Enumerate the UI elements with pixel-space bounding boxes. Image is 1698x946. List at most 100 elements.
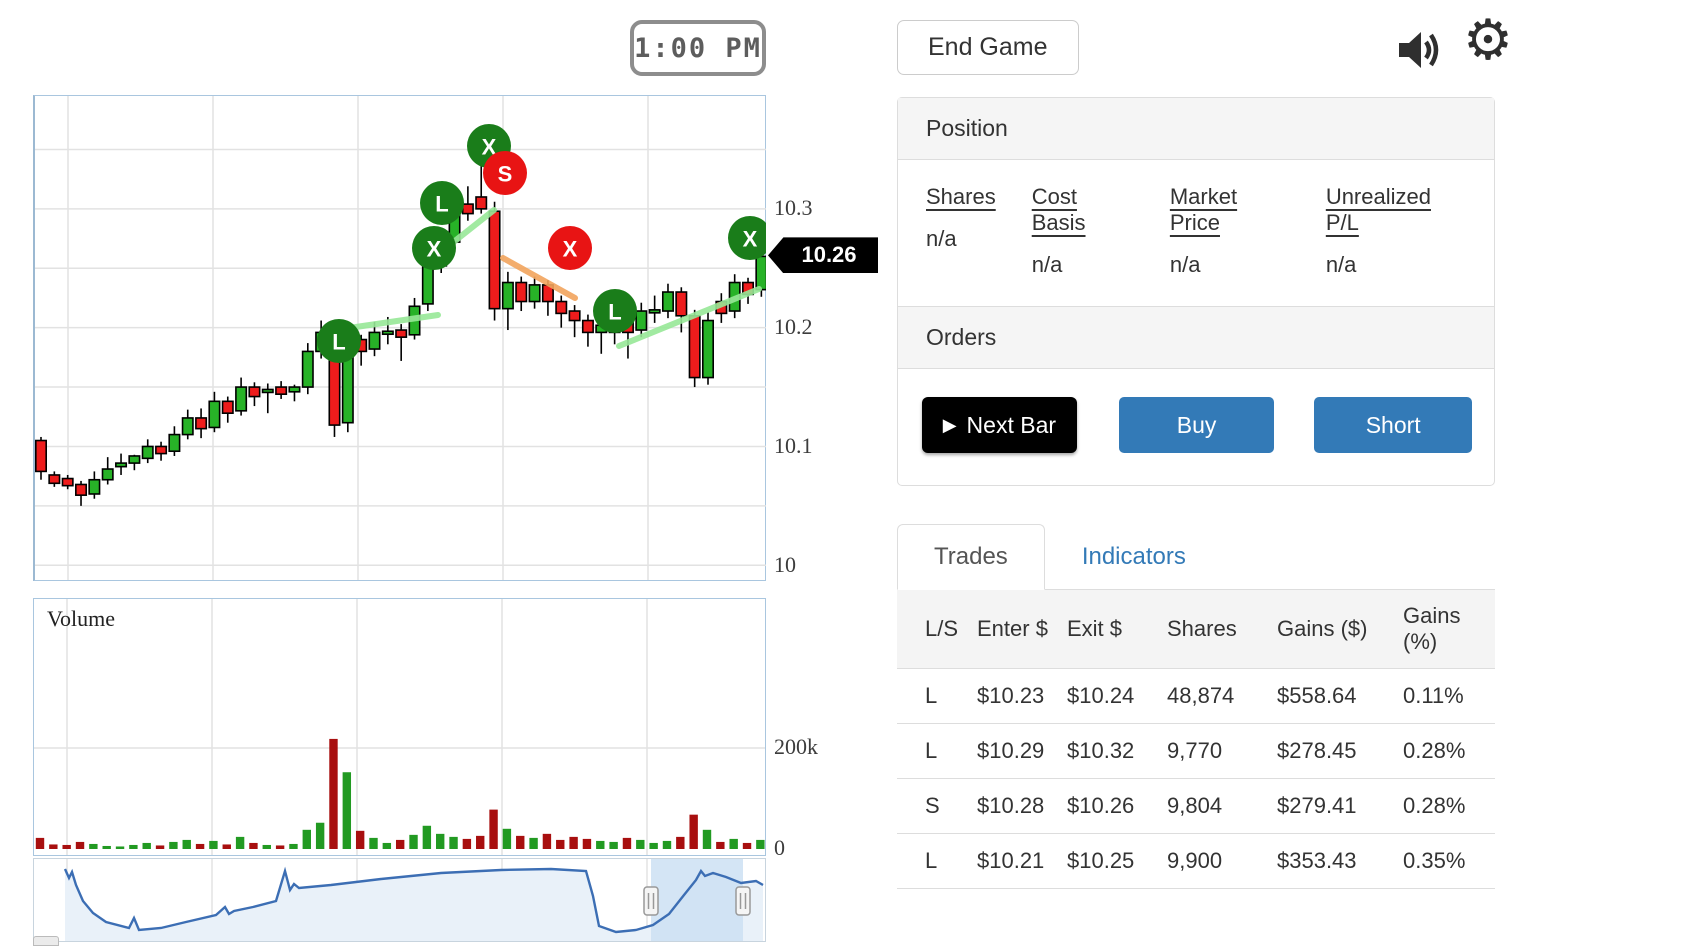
volume-bar [409,834,418,849]
col-header: Enter $ [977,590,1067,669]
trade-marker-X: X [412,226,456,270]
volume-bar [395,839,405,849]
volume-bar [476,835,485,849]
volume-bar [502,828,512,849]
candle-down [395,329,408,338]
candle-up [181,417,194,436]
tab-trades[interactable]: Trades [897,524,1045,590]
position-field-cost-basis: Cost Basis n/a [1031,184,1086,277]
volume-bar [62,844,71,849]
end-game-button[interactable]: End Game [897,20,1079,75]
tab-indicators[interactable]: Indicators [1081,543,1186,570]
volume-bar [302,829,311,849]
volume-bar [596,840,605,849]
position-field-shares: Shares n/a [926,184,996,251]
trade-marker-X: X [548,226,592,270]
volume-bar [129,844,138,849]
candle-down [61,477,74,487]
position-heading: Position [898,98,1494,160]
navigator-selection[interactable] [651,859,743,941]
volume-bar [115,846,125,849]
trade-cell: 48,874 [1167,668,1277,724]
trades-table: L/S Enter $ Exit $ Shares Gains ($) Gains (%)… [897,590,1495,889]
volume-bar [329,738,338,849]
candle-down [195,417,208,430]
volume-bar [569,836,578,849]
position-orders-panel: Position Shares n/a Cost Basis n/a Marke… [897,97,1495,486]
volume-bar [262,844,271,849]
volume-bar [195,843,205,849]
trades-table-container: L/S Enter $ Exit $ Shares Gains ($) Gains (%)… [897,590,1495,946]
volume-bar [702,829,712,849]
settings-button[interactable]: ⚙ [1462,12,1514,68]
candle-down [275,386,288,395]
volume-bar [516,835,525,849]
volume-bar [222,844,231,849]
volume-bar [609,841,618,849]
volume-bar [529,837,538,849]
trade-cell: $10.29 [977,723,1067,779]
trade-cell: $558.64 [1277,668,1403,724]
navigator-handle[interactable] [643,886,659,916]
col-header: Gains ($) [1277,590,1403,669]
trade-marker-S: S [483,151,527,195]
candle-down [221,400,234,414]
volume-axis-label: 0 [774,835,785,860]
col-header: Gains (%) [1403,590,1495,669]
position-field-market-price: Market Price n/a [1169,184,1238,277]
position-body: Shares n/a Cost Basis n/a Market Price n… [898,160,1494,306]
candle-up [235,386,248,412]
short-button[interactable]: Short [1314,397,1472,453]
play-icon: ▶ [942,414,957,435]
trade-cell: $279.41 [1277,778,1403,834]
candle-up [381,330,394,336]
volume-bar [542,833,552,849]
buy-button[interactable]: Buy [1118,397,1275,453]
candle-down [555,300,568,315]
clock-time: 1:00 PM [634,32,762,64]
volume-bar [489,809,498,849]
volume-bar [209,840,218,849]
volume-bar [742,842,752,849]
trade-row: S $10.28 $10.26 9,804 $279.41 0.28% [897,778,1495,834]
candle-up [101,468,114,481]
volume-bar [49,844,58,849]
volume-bar [649,842,658,849]
candle-up [288,386,301,393]
candle-up [128,455,141,464]
volume-bar [716,841,725,849]
navigator-handle[interactable] [735,886,751,916]
candle-down [461,203,474,215]
candle-up [261,388,274,394]
volume-bar [622,837,632,849]
candle-down [515,281,528,303]
volume-bar [155,845,165,849]
scrollbar-stub[interactable] [33,936,59,946]
volume-bar [169,841,178,849]
trade-cell: $278.45 [1277,723,1403,779]
trade-cell: L [897,723,977,779]
orders-heading: Orders [898,306,1494,369]
trade-cell: 0.11% [1403,668,1495,724]
next-bar-button[interactable]: ▶ Next Bar [922,397,1077,453]
candle-up [701,319,714,379]
volume-bar [729,838,738,849]
trade-marker-L: L [420,181,464,225]
volume-bar [756,839,765,849]
candle-up [368,331,381,350]
candle-down [475,196,488,210]
trade-line [500,255,578,301]
trade-line [339,312,441,332]
candle-down [581,319,594,334]
chart-navigator[interactable] [33,858,766,942]
trade-cell: 9,900 [1167,833,1277,889]
game-clock: 1:00 PM [630,20,766,76]
trade-cell: 0.28% [1403,723,1495,779]
sound-toggle-button[interactable] [1394,24,1446,76]
volume-bar [436,833,445,849]
col-header: L/S [897,590,977,669]
volume-bar [462,838,472,849]
candle-up [168,433,181,453]
